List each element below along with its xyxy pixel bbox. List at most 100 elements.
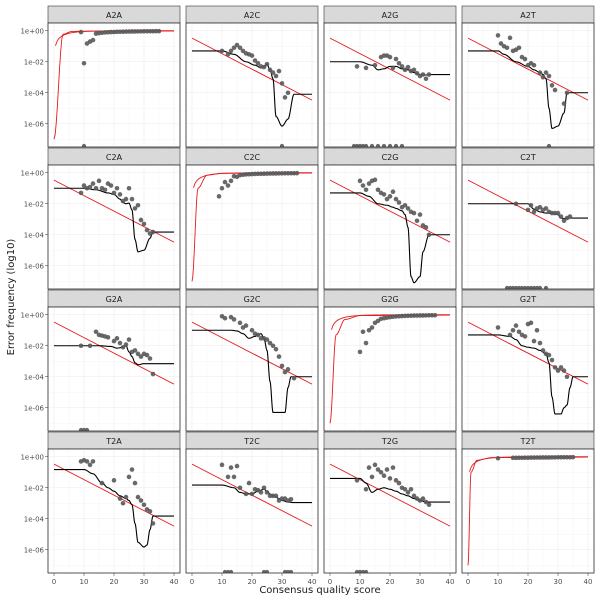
observed-error-point <box>393 196 399 202</box>
y-tick-label: 1e-04 <box>24 231 45 239</box>
observed-error-point <box>258 490 264 495</box>
panel-plot-area <box>329 462 451 573</box>
observed-error-point <box>225 474 231 480</box>
observed-error-point <box>390 189 396 194</box>
facet-panel-g2t: G2T <box>461 289 595 432</box>
observed-error-point <box>132 348 138 353</box>
observed-error-point <box>135 202 141 208</box>
observed-error-point <box>522 334 528 339</box>
x-tick-label: 40 <box>584 578 593 586</box>
observed-error-point <box>270 70 276 75</box>
observed-error-point <box>228 465 234 470</box>
observed-error-point <box>534 327 540 333</box>
observed-error-point <box>291 375 297 381</box>
observed-error-point <box>357 178 363 184</box>
observed-error-point <box>234 463 240 469</box>
observed-error-point <box>363 65 369 71</box>
observed-error-point <box>87 462 93 468</box>
observed-error-point <box>402 202 408 208</box>
observed-error-point <box>81 183 87 188</box>
observed-error-point <box>426 232 432 238</box>
observed-error-point <box>138 354 144 359</box>
observed-error-point <box>114 185 120 191</box>
observed-error-point <box>78 343 84 349</box>
observed-error-point <box>561 101 567 106</box>
observed-error-point <box>279 81 285 86</box>
x-tick-label: 20 <box>524 578 533 586</box>
x-tick-label: 0 <box>466 578 470 586</box>
x-tick-label: 40 <box>308 578 317 586</box>
observed-error-point <box>363 340 369 346</box>
facet-strip-label: C2C <box>244 153 261 162</box>
observed-error-point <box>393 478 399 483</box>
observed-error-point <box>546 352 552 358</box>
observed-error-point <box>387 54 393 60</box>
panel-border <box>47 22 181 148</box>
facet-panel-c2t: C2T <box>461 147 595 290</box>
nominal-error-line <box>329 37 451 101</box>
observed-error-point <box>390 65 396 71</box>
zero-count-point <box>288 569 294 573</box>
facet-panel-c2c: C2C <box>185 147 319 290</box>
nominal-error-line <box>191 37 313 101</box>
observed-error-point <box>531 62 537 68</box>
observed-error-point <box>135 494 141 500</box>
observed-error-point <box>399 64 405 69</box>
observed-error-point <box>228 48 234 54</box>
zero-count-point <box>399 143 405 147</box>
observed-error-point <box>282 369 288 375</box>
observed-error-point <box>495 325 501 330</box>
fitted-error-line <box>468 334 588 415</box>
facet-strip-label: G2G <box>381 295 399 304</box>
observed-error-point <box>546 73 552 79</box>
observed-error-point <box>264 61 270 67</box>
panel-plot-area <box>329 37 451 147</box>
facet-panel-t2a: T2A 1e+00 1e-02 1e-04 1e-06 0 10 20 30 40 <box>20 431 181 586</box>
observed-error-point <box>402 67 408 73</box>
observed-error-point <box>411 67 417 73</box>
facet-strip-label: G2A <box>106 295 123 304</box>
observed-error-point <box>231 45 237 51</box>
zero-count-point <box>363 143 369 147</box>
observed-error-point <box>114 336 120 341</box>
panel-border <box>461 306 595 432</box>
observed-error-point <box>561 368 567 373</box>
facet-strip-label: G2T <box>520 295 536 304</box>
observed-error-point <box>369 325 375 330</box>
observed-error-point <box>156 28 162 34</box>
observed-error-point <box>372 62 378 68</box>
observed-error-point <box>513 323 519 328</box>
observed-error-point <box>252 58 258 63</box>
observed-error-point <box>375 467 381 472</box>
observed-error-point <box>495 455 501 461</box>
observed-error-point <box>540 348 546 353</box>
observed-error-point <box>288 496 294 502</box>
observed-error-point <box>432 312 438 318</box>
observed-error-point <box>426 72 432 77</box>
observed-error-point <box>261 485 267 491</box>
zero-count-point <box>546 143 552 147</box>
x-tick-label: 20 <box>386 578 395 586</box>
facet-panel-c2g: C2G <box>323 147 457 290</box>
observed-error-point <box>219 462 225 468</box>
panel-border <box>323 306 457 432</box>
observed-error-point <box>138 498 144 503</box>
observed-error-point <box>222 179 228 185</box>
observed-error-point <box>255 60 261 66</box>
observed-error-point <box>150 229 156 235</box>
facet-strip-label: T2C <box>243 437 260 446</box>
zero-count-point <box>363 569 369 573</box>
observed-error-point <box>144 352 150 358</box>
x-tick-label: 10 <box>356 578 365 586</box>
y-tick-label: 1e-04 <box>24 89 45 97</box>
observed-error-point <box>285 367 291 372</box>
observed-error-point <box>117 192 123 197</box>
y-tick-label: 1e-06 <box>24 120 45 128</box>
x-tick-label: 20 <box>248 578 257 586</box>
observed-error-point <box>414 70 420 76</box>
facet-panel-a2a: A2A 1e+00 1e-02 1e-04 1e-06 <box>20 5 181 148</box>
panel-border <box>461 164 595 290</box>
facet-strip-label: A2T <box>520 11 536 20</box>
observed-error-point <box>120 344 126 350</box>
